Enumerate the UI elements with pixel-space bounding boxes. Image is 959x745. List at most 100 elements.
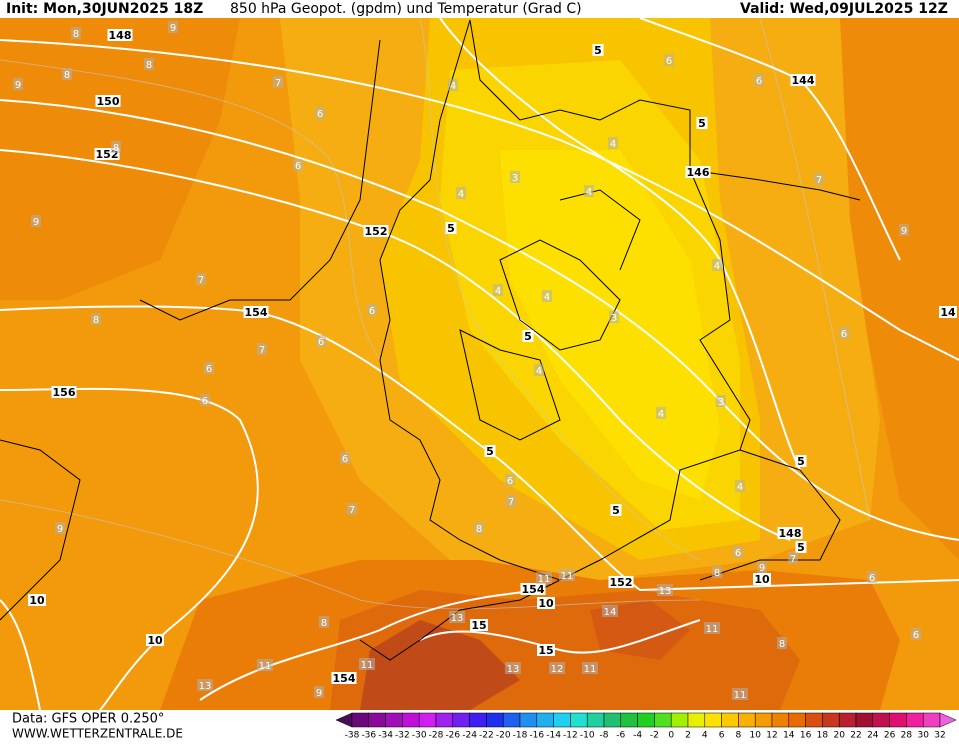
contour-label: 11 [584,664,597,675]
colorbar-swatch [553,712,571,728]
label-box [712,566,722,578]
colorbar-tick-label: 22 [850,731,861,741]
colorbar-swatch [435,712,454,728]
label-box [107,29,133,41]
label-box [522,330,534,342]
contour-label: 10 [754,573,770,586]
label-box [911,628,921,640]
map-title: 850 hPa Geopot. (gpdm) und Temperatur (G… [230,1,582,17]
label-box [582,662,598,674]
label-box [28,594,46,606]
label-box [753,573,771,585]
label-box [839,327,849,339]
colorbar-tick-label: -28 [429,731,444,741]
colorbar-tick-label: -4 [633,731,642,741]
label-box [656,407,666,419]
contour-label: 13 [451,613,464,624]
colorbar-tick-label: -38 [345,731,360,741]
colorbar-tick-label: 10 [749,731,761,741]
colorbar-swatch [637,712,655,728]
contour-label: 13 [199,681,212,692]
colorbar-tick-label: -8 [600,731,609,741]
contour-label: 6 [317,109,323,120]
colorbar-swatch [922,712,941,728]
contour-label: 12 [551,664,564,675]
label-box [493,284,503,296]
contour-label: 6 [666,56,672,67]
colorbar-tick-label: 4 [702,731,708,741]
contour-label: 148 [779,527,802,540]
contour-label: 14 [604,607,617,618]
label-box [939,306,957,318]
contour-label: 9 [33,217,39,228]
contour-label: 6 [295,161,301,172]
label-box [363,225,389,237]
colorbar-swatch [452,712,470,728]
label-box [777,637,787,649]
contour-label: 7 [275,78,281,89]
label-box [111,141,121,153]
contour-label: 5 [698,117,706,130]
colorbar-swatch [620,712,638,728]
contour-label: 9 [759,563,765,574]
colorbar-swatch [805,712,823,728]
label-box [657,584,673,596]
contour-label: 10 [29,594,45,607]
contour-label: 4 [536,366,542,377]
contour-label: 7 [349,505,355,516]
label-box [559,569,575,581]
contour-label: 4 [586,187,592,198]
contour-label: 144 [792,74,815,87]
label-box [867,571,877,583]
colorbar-swatch [771,712,790,728]
contour-label: 11 [538,574,551,585]
colorbar-tick-label: -18 [513,731,528,741]
label-box [484,445,496,457]
label-box [51,386,77,398]
contour-label: 154 [333,672,356,685]
contour-label: 8 [714,568,720,579]
contour-label: 5 [797,455,805,468]
label-box [716,395,726,407]
label-box [542,290,552,302]
label-box [712,259,722,271]
label-box [168,21,178,33]
contour-label: 4 [714,261,720,272]
label-box [71,27,81,39]
label-box [13,78,23,90]
colorbar-swatch [822,712,840,728]
contour-label: 9 [15,80,21,91]
colorbar-swatch [519,712,538,728]
label-box [534,364,544,376]
colorbar-swatch [402,712,420,728]
colorbar-swatch [570,712,588,728]
label-box [445,222,457,234]
label-box [456,187,466,199]
contour-label: 6 [869,573,875,584]
contour-label: 11 [734,690,747,701]
label-box [592,44,604,56]
colorbar-tick-label: -6 [616,731,625,741]
label-box [31,215,41,227]
label-box [602,605,618,617]
contour-label: 3 [611,313,617,324]
colorbar-tick-label: -34 [378,731,393,741]
colorbar-swatch [654,712,672,728]
contour-label: 7 [198,275,204,286]
label-box [359,658,375,670]
contour-label: 6 [342,454,348,465]
label-box [704,622,720,634]
colorbar-swatch [687,712,706,728]
label-box [315,107,325,119]
label-box [795,541,807,553]
label-box [319,616,329,628]
colorbar-swatch [754,712,773,728]
label-box [196,273,206,285]
label-box [474,522,484,534]
label-box [257,343,267,355]
colorbar-tick-label: -22 [479,731,494,741]
label-box [664,54,674,66]
contour-label: 5 [524,330,532,343]
contour-label: 7 [790,554,796,565]
contour-label: 156 [53,386,76,399]
